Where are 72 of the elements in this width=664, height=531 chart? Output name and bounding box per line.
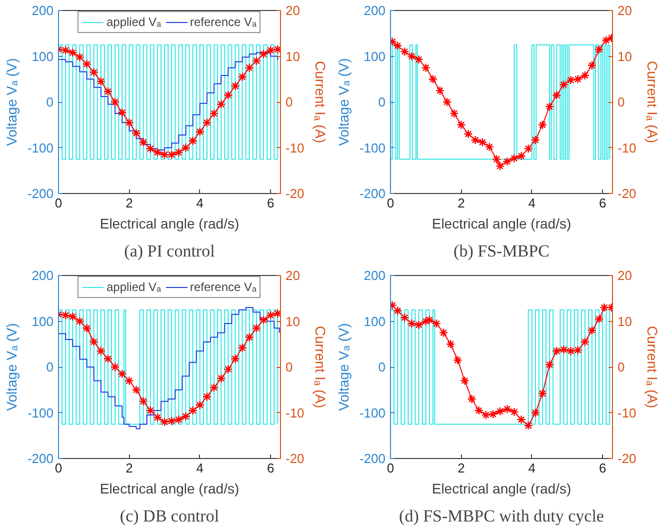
y-axis-title: Voltage Vₐ (V)	[3, 58, 20, 146]
y2-tick-label: 10	[286, 48, 300, 64]
y2-tick-label: -20	[286, 186, 304, 201]
legend-label: reference Vₐ	[190, 280, 257, 294]
y-tick-label: 200	[364, 3, 386, 18]
x-tick-label: 2	[458, 460, 465, 476]
y-tick-label: 200	[32, 3, 54, 18]
y-tick-label: 100	[32, 48, 54, 64]
y-tick-label: 200	[364, 268, 386, 283]
x-tick-label: 6	[266, 196, 274, 210]
y-tick-label: -200	[359, 451, 386, 466]
legend-label: applied Vₐ	[106, 280, 162, 294]
y2-tick-label: -10	[618, 405, 636, 420]
text: (c) DB control	[120, 506, 220, 526]
y2-tick-label: 20	[618, 3, 632, 18]
y-tick-label: -200	[27, 186, 54, 201]
y-tick-label: -100	[27, 405, 54, 420]
x-tick-label: 4	[196, 460, 204, 476]
x-axis-title: Electrical angle (rad/s)	[432, 216, 572, 232]
x-tick-label: 2	[126, 460, 133, 476]
y2-axis-title: Current Iₐ (A)	[312, 60, 328, 144]
text: (a) PI control	[124, 242, 216, 260]
y-tick-label: -200	[27, 451, 54, 466]
legend-label: reference Vₐ	[190, 15, 257, 29]
y-tick-label: 0	[46, 94, 54, 110]
y2-axis-title: Current Iₐ (A)	[312, 326, 328, 408]
x-tick-label: 4	[196, 196, 204, 210]
x-axis-title: Electrical angle (rad/s)	[432, 480, 572, 496]
text: (d) FS-MBPC with duty cycle	[399, 506, 604, 526]
y-tick-label: 100	[364, 48, 386, 64]
text: (b) FS-MBPC	[454, 242, 550, 260]
y-axis-title: Voltage Vₐ (V)	[3, 323, 20, 411]
x-tick-label: 6	[266, 460, 274, 476]
x-tick-label: 2	[126, 196, 133, 210]
y-tick-label: 0	[378, 360, 386, 374]
x-axis-title: Electrical angle (rad/s)	[100, 216, 240, 232]
y-tick-label: 100	[32, 314, 54, 329]
x-tick-label: 4	[528, 460, 536, 476]
y2-tick-label: 0	[618, 94, 625, 110]
y2-tick-label: 0	[286, 360, 293, 374]
y2-tick-label: -10	[286, 405, 304, 420]
y-tick-label: 0	[378, 94, 386, 110]
y-tick-label: -200	[359, 186, 386, 201]
y2-tick-label: 20	[618, 268, 632, 283]
y2-tick-label: 10	[618, 48, 632, 64]
y-tick-label: 100	[364, 314, 386, 329]
y2-tick-label: 20	[286, 3, 300, 18]
y-axis-title: Voltage Vₐ (V)	[335, 58, 352, 146]
y-tick-label: -100	[27, 140, 54, 156]
y2-tick-label: 20	[286, 268, 300, 283]
y2-tick-label: 0	[618, 360, 625, 374]
y-tick-label: -100	[359, 405, 386, 420]
y-tick-label: 200	[32, 268, 54, 283]
y2-tick-label: -20	[618, 451, 636, 466]
y2-tick-label: 10	[618, 314, 632, 329]
x-tick-label: 6	[598, 460, 606, 476]
x-tick-label: 2	[458, 196, 465, 210]
x-axis-title: Electrical angle (rad/s)	[100, 480, 240, 496]
y-tick-label: -100	[359, 140, 386, 156]
y-tick-label: 0	[46, 360, 54, 374]
y2-tick-label: -20	[286, 451, 304, 466]
y2-tick-label: -20	[618, 186, 636, 201]
y2-tick-label: 10	[286, 314, 300, 329]
y2-tick-label: -10	[286, 140, 304, 156]
legend-label: applied Vₐ	[106, 15, 162, 29]
y2-tick-label: 0	[286, 94, 293, 110]
y2-axis-title: Current Iₐ (A)	[644, 326, 660, 408]
y2-axis-title: Current Iₐ (A)	[644, 60, 660, 144]
x-tick-label: 4	[528, 196, 536, 210]
x-tick-label: 6	[598, 196, 606, 210]
y2-tick-label: -10	[618, 140, 636, 156]
y-axis-title: Voltage Vₐ (V)	[335, 323, 352, 411]
